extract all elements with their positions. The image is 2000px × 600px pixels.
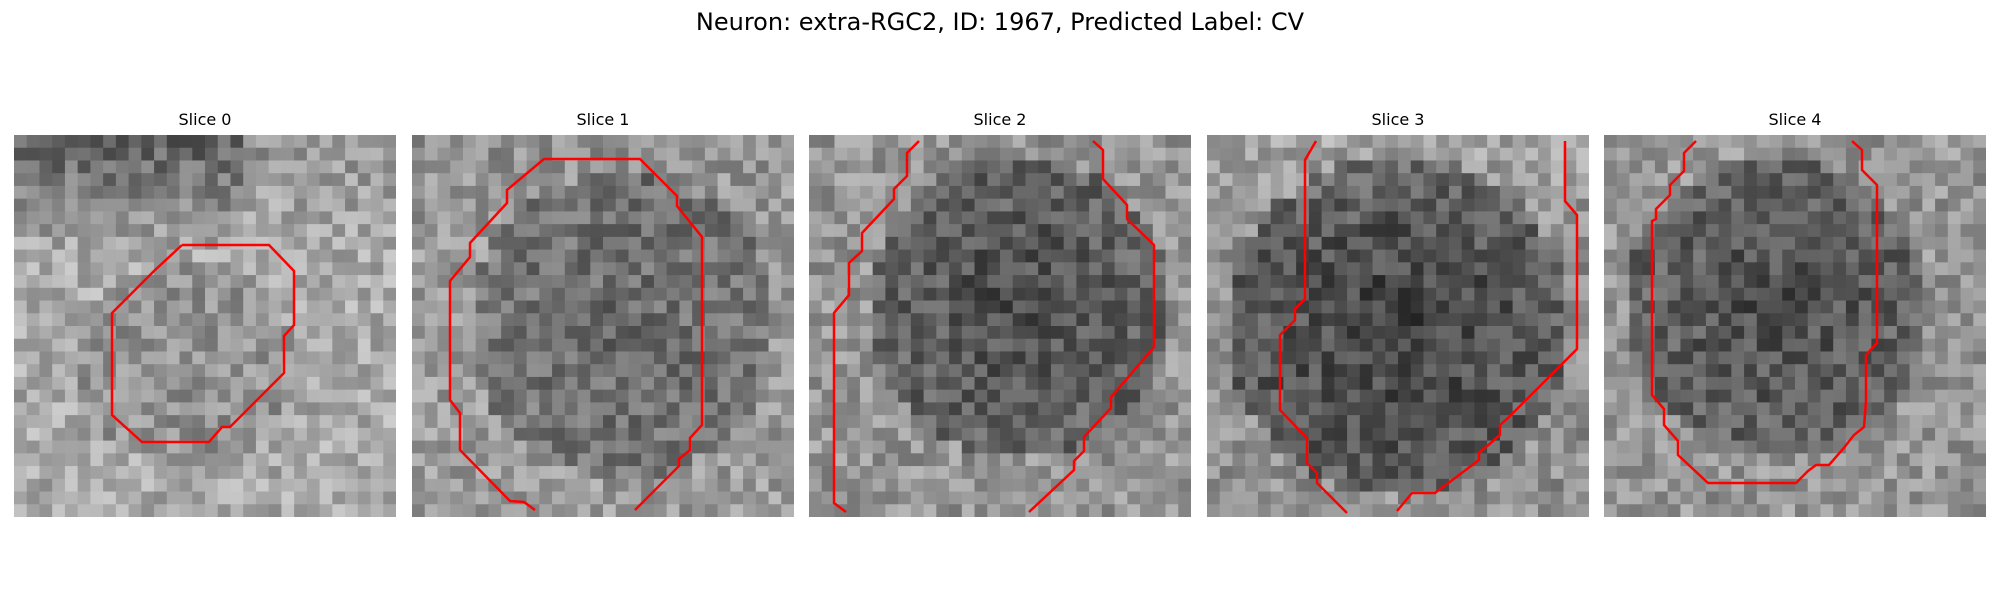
slice-image-0 (14, 135, 396, 517)
slice-image-3 (1207, 135, 1589, 517)
slice-image-1 (412, 135, 794, 517)
slice-image-2 (809, 135, 1191, 517)
slice-pixels-2 (809, 135, 1191, 517)
panel-title-slice-2: Slice 2 (809, 110, 1191, 129)
figure-title: Neuron: extra-RGC2, ID: 1967, Predicted … (0, 8, 2000, 36)
slice-pixels-0 (14, 135, 396, 517)
panel-title-slice-1: Slice 1 (412, 110, 794, 129)
slice-pixels-4 (1604, 135, 1986, 517)
slice-pixels-3 (1207, 135, 1589, 517)
panel-title-slice-3: Slice 3 (1207, 110, 1589, 129)
panel-title-slice-4: Slice 4 (1604, 110, 1986, 129)
panel-title-slice-0: Slice 0 (14, 110, 396, 129)
slice-image-4 (1604, 135, 1986, 517)
